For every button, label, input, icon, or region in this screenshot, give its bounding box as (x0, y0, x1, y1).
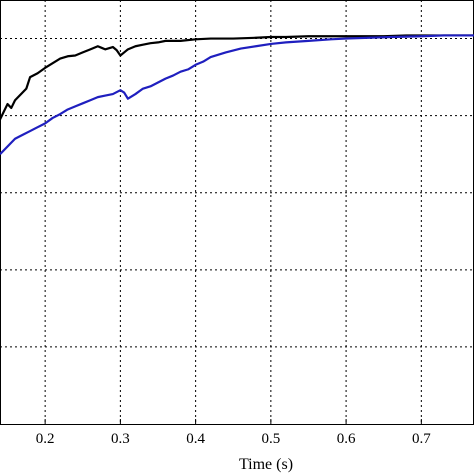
plot-frame (0, 0, 474, 425)
x-tick-label: 0.7 (412, 431, 431, 447)
grid (0, 0, 474, 425)
x-axis-label: Time (s) (239, 456, 293, 473)
x-tick-labels: 0.2 0.3 0.4 0.5 0.6 0.7 (36, 431, 431, 447)
series-line-2 (0, 34, 474, 155)
x-tick-label: 0.4 (186, 431, 205, 447)
x-tick-label: 0.2 (36, 431, 55, 447)
series-group (0, 34, 474, 155)
x-tick-label: 0.5 (261, 431, 280, 447)
x-tick-label: 0.3 (111, 431, 130, 447)
x-tick-label: 0.6 (337, 431, 356, 447)
series-line-1 (0, 34, 474, 120)
